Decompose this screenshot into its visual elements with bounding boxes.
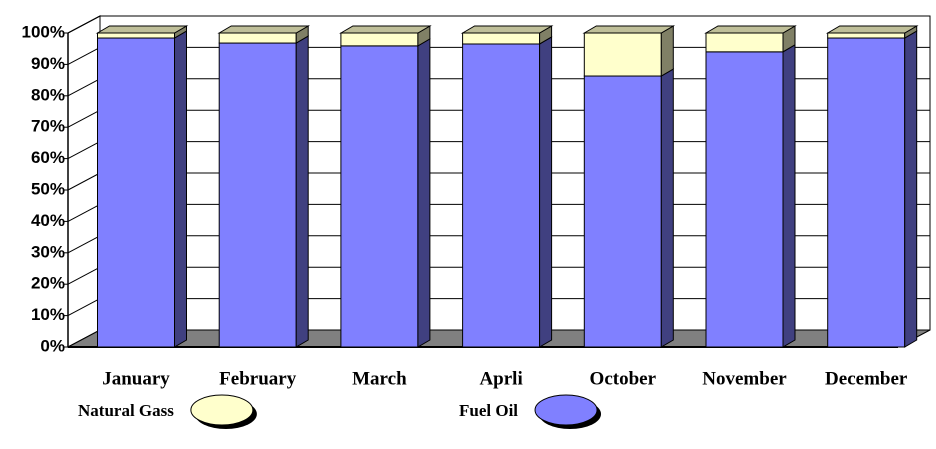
grid-line — [67, 109, 101, 128]
x-tick-label: November — [702, 368, 787, 389]
grid-line — [67, 235, 101, 254]
bar — [583, 75, 662, 348]
x-tick-label: December — [825, 368, 908, 389]
bar — [340, 45, 419, 348]
y-tick-label: 100% — [22, 22, 65, 41]
legend-swatch — [534, 394, 598, 426]
bar — [462, 43, 541, 348]
bar-top — [95, 25, 189, 34]
bar — [462, 32, 541, 45]
bar-side — [782, 43, 796, 348]
bar-top — [825, 25, 919, 34]
grid-line — [67, 46, 101, 65]
x-tick-label: January — [102, 368, 170, 389]
bar-side — [904, 30, 918, 348]
legend-label: Fuel Oil — [459, 401, 518, 420]
bar-side — [660, 25, 674, 77]
grid-line — [67, 298, 101, 317]
y-tick-label: 70% — [31, 117, 65, 136]
legend-label: Natural Gass — [78, 401, 174, 420]
legend-swatch — [190, 394, 254, 426]
grid-line — [67, 172, 101, 191]
bar — [97, 32, 175, 39]
grid-line — [67, 15, 101, 34]
grid-line — [67, 266, 101, 285]
y-tick-label: 90% — [31, 54, 65, 73]
bar — [827, 32, 906, 39]
bar — [97, 37, 175, 348]
y-tick-label: 80% — [31, 85, 65, 104]
bar — [705, 32, 784, 53]
bar-top — [217, 25, 311, 34]
y-tick-label: 40% — [31, 211, 65, 230]
y-tick-label: 60% — [31, 148, 65, 167]
y-tick-label: 20% — [31, 274, 65, 293]
bar — [705, 51, 784, 348]
x-tick-label: Aprli — [479, 368, 522, 389]
bar-top — [582, 25, 676, 34]
y-tick-label: 0% — [40, 336, 65, 355]
y-tick-label: 50% — [31, 179, 65, 198]
bar-side — [417, 38, 431, 348]
y-tick-label: 10% — [31, 305, 65, 324]
grid-line — [67, 141, 101, 160]
bar-side — [660, 68, 674, 348]
bar-top — [704, 25, 797, 34]
x-tick-label: October — [590, 368, 657, 389]
bar — [218, 42, 297, 348]
bar-top — [339, 25, 432, 34]
x-tick-label: March — [352, 368, 407, 389]
bar — [583, 32, 662, 77]
grid-line — [67, 78, 101, 97]
bar-top — [460, 25, 554, 34]
bar — [827, 37, 906, 348]
grid-line — [67, 203, 101, 222]
y-tick-label: 30% — [31, 242, 65, 261]
x-tick-label: February — [219, 368, 297, 389]
bar — [340, 32, 419, 47]
bar-side — [174, 30, 187, 348]
bar-side — [539, 36, 553, 348]
bar-side — [295, 35, 309, 348]
bar — [218, 32, 297, 44]
